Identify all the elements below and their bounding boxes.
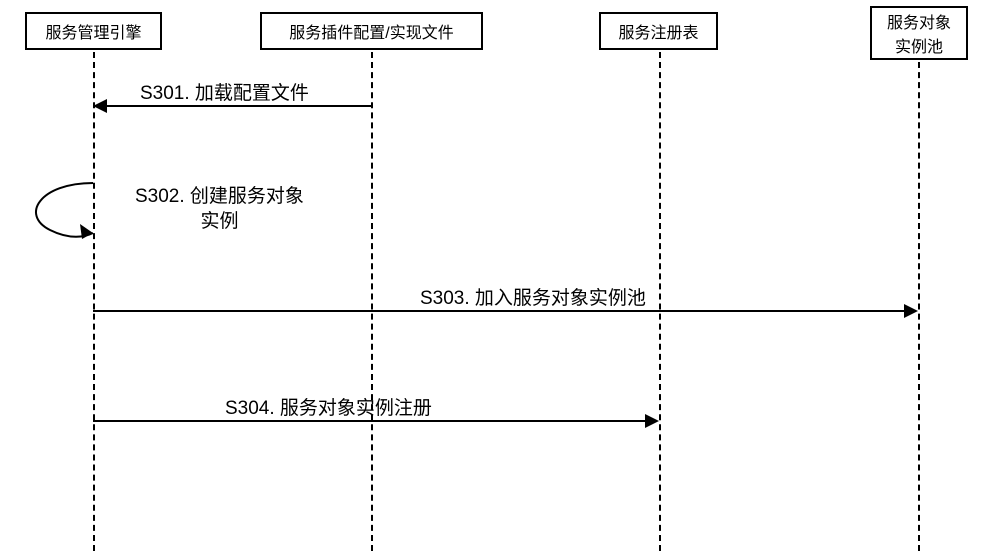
message-s303-label: S303. 加入服务对象实例池 bbox=[420, 283, 646, 310]
message-s302-label: S302. 创建服务对象 实例 bbox=[135, 185, 304, 234]
message-s304-arrowhead bbox=[645, 414, 659, 428]
participant-plugin: 服务插件配置/实现文件 bbox=[260, 12, 483, 50]
participant-registry-label: 服务注册表 bbox=[618, 19, 698, 43]
message-s303-line bbox=[93, 310, 904, 312]
lifeline-engine bbox=[93, 52, 95, 551]
participant-engine-label: 服务管理引擎 bbox=[45, 19, 141, 43]
message-s301-arrowhead bbox=[93, 99, 107, 113]
message-s304-line bbox=[93, 420, 645, 422]
participant-engine: 服务管理引擎 bbox=[25, 12, 162, 50]
message-s304-label: S304. 服务对象实例注册 bbox=[225, 393, 432, 420]
lifeline-registry bbox=[659, 52, 661, 551]
message-s302-loop bbox=[30, 175, 110, 250]
message-s301-label: S301. 加载配置文件 bbox=[140, 78, 309, 105]
lifeline-pool bbox=[918, 62, 920, 551]
participant-registry: 服务注册表 bbox=[599, 12, 718, 50]
participant-plugin-label: 服务插件配置/实现文件 bbox=[289, 19, 453, 43]
lifeline-plugin bbox=[371, 52, 373, 551]
message-s303-arrowhead bbox=[904, 304, 918, 318]
participant-pool: 服务对象 实例池 bbox=[870, 6, 968, 60]
participant-pool-label: 服务对象 实例池 bbox=[884, 9, 954, 57]
message-s301-line bbox=[107, 105, 371, 107]
